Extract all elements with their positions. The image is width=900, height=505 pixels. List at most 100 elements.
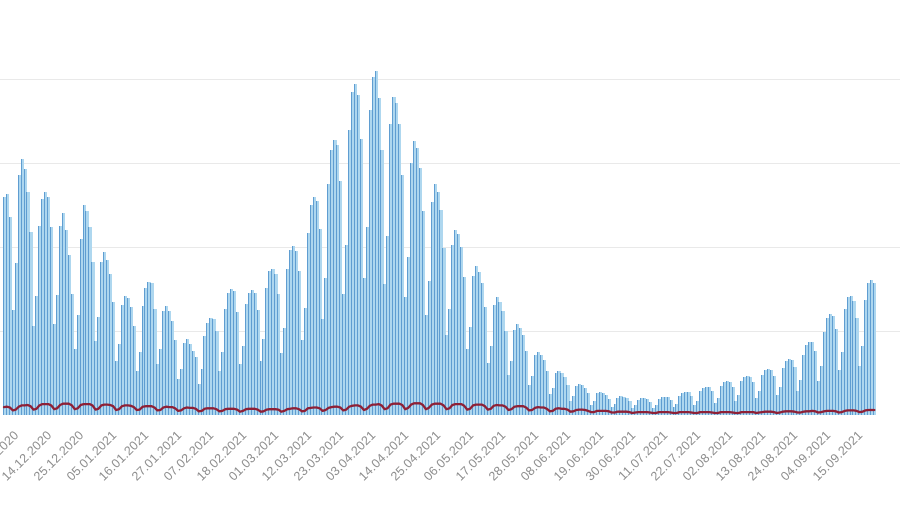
daily-cases-bar bbox=[35, 296, 39, 415]
daily-cases-bar bbox=[533, 354, 538, 415]
daily-cases-bar bbox=[126, 298, 131, 415]
gridline bbox=[0, 79, 900, 80]
daily-cases-bar bbox=[297, 271, 302, 415]
daily-cases-bar bbox=[38, 226, 42, 415]
daily-cases-bar bbox=[466, 348, 470, 415]
daily-cases-bar bbox=[808, 341, 812, 415]
daily-cases-bar bbox=[268, 271, 272, 415]
daily-cases-bar bbox=[601, 392, 605, 415]
daily-cases-bar bbox=[651, 408, 656, 415]
daily-cases-bar bbox=[607, 398, 611, 415]
daily-cases-bar bbox=[734, 400, 738, 415]
daily-cases-bar bbox=[50, 226, 54, 415]
daily-cases-bar bbox=[799, 380, 803, 415]
daily-cases-bar bbox=[752, 382, 756, 415]
daily-cases-bar bbox=[457, 234, 461, 415]
daily-cases-bar bbox=[725, 381, 729, 415]
daily-cases-bar bbox=[722, 382, 726, 415]
daily-cases-bar bbox=[132, 325, 136, 415]
daily-cases-bar bbox=[707, 387, 712, 415]
daily-cases-bar bbox=[221, 352, 225, 415]
daily-cases-bar bbox=[55, 294, 60, 415]
daily-cases-bar bbox=[669, 399, 673, 415]
daily-cases-bar bbox=[654, 405, 659, 415]
daily-cases-bar bbox=[468, 326, 473, 415]
daily-cases-bar bbox=[675, 403, 679, 415]
daily-cases-bar bbox=[640, 398, 644, 415]
daily-cases-bar bbox=[321, 318, 325, 415]
daily-cases-bar bbox=[589, 404, 594, 415]
daily-cases-bar bbox=[262, 338, 266, 415]
daily-cases-bar bbox=[463, 277, 467, 415]
daily-cases-bar bbox=[525, 351, 529, 415]
daily-cases-bar bbox=[144, 288, 148, 415]
daily-cases-bar bbox=[831, 315, 836, 415]
daily-cases-bar bbox=[232, 291, 237, 415]
daily-cases-bar bbox=[775, 394, 780, 415]
daily-cases-bar bbox=[176, 379, 181, 415]
daily-cases-bar bbox=[613, 404, 617, 415]
daily-cases-bar bbox=[41, 198, 45, 415]
daily-cases-bar bbox=[11, 310, 15, 415]
daily-cases-bar bbox=[772, 375, 777, 415]
daily-cases-bar bbox=[527, 384, 532, 415]
daily-cases-bar bbox=[763, 369, 768, 415]
daily-cases-bar bbox=[348, 130, 352, 415]
daily-cases-bar bbox=[731, 387, 735, 415]
daily-cases-bar bbox=[117, 344, 122, 415]
daily-cases-bar bbox=[837, 370, 841, 415]
daily-cases-bar bbox=[150, 283, 154, 415]
daily-cases-bar bbox=[542, 360, 546, 415]
daily-cases-bar bbox=[811, 342, 815, 415]
daily-cases-bar bbox=[817, 381, 821, 415]
daily-cases-bar bbox=[415, 147, 420, 415]
daily-cases-bar bbox=[182, 343, 187, 415]
deaths-line bbox=[2, 402, 876, 415]
daily-cases-bar bbox=[277, 294, 281, 415]
daily-cases-bar bbox=[58, 226, 63, 415]
daily-cases-bar bbox=[100, 261, 104, 415]
daily-cases-bar bbox=[259, 360, 263, 415]
daily-cases-bar bbox=[209, 318, 213, 415]
daily-cases-bar bbox=[215, 331, 219, 415]
daily-cases-bar bbox=[409, 162, 414, 415]
daily-cases-bar bbox=[471, 275, 476, 415]
daily-cases-bar bbox=[492, 305, 496, 415]
daily-cases-bar bbox=[2, 196, 7, 415]
daily-cases-bar bbox=[690, 395, 694, 415]
daily-cases-bar bbox=[191, 351, 195, 415]
daily-cases-bar bbox=[339, 180, 343, 415]
daily-cases-bar bbox=[380, 150, 384, 415]
daily-cases-bar bbox=[368, 109, 372, 415]
daily-cases-bar bbox=[645, 399, 650, 415]
daily-cases-bar bbox=[713, 402, 718, 415]
daily-cases-bar bbox=[129, 306, 133, 415]
daily-cases-bar bbox=[23, 169, 27, 415]
daily-cases-bar bbox=[138, 351, 142, 415]
daily-cases-bar bbox=[572, 396, 576, 415]
daily-cases-bar bbox=[73, 348, 77, 415]
daily-cases-bar bbox=[870, 279, 874, 415]
daily-cases-bar bbox=[448, 308, 452, 415]
daily-cases-bar bbox=[604, 394, 608, 415]
daily-cases-bar bbox=[743, 376, 747, 415]
daily-cases-bar bbox=[858, 366, 862, 415]
daily-cases-bar bbox=[551, 388, 555, 415]
daily-cases-bar bbox=[67, 255, 72, 415]
daily-cases-bar bbox=[235, 312, 240, 415]
daily-cases-bar bbox=[746, 375, 750, 415]
daily-cases-bar bbox=[168, 310, 172, 415]
daily-cases-bar bbox=[365, 227, 369, 415]
daily-cases-bar bbox=[283, 328, 287, 415]
daily-cases-bar bbox=[106, 259, 110, 415]
daily-cases-bar bbox=[557, 370, 561, 415]
daily-cases-bar bbox=[212, 319, 216, 415]
daily-cases-bar bbox=[519, 327, 523, 415]
x-axis: 03.12.2020 14.12.2020 25.12.2020 05.01.2021… bbox=[0, 415, 900, 505]
daily-cases-bar bbox=[256, 309, 260, 415]
daily-cases-bar bbox=[699, 391, 703, 415]
daily-cases-bar bbox=[619, 396, 623, 415]
daily-cases-bar bbox=[802, 355, 806, 415]
daily-cases-bar bbox=[486, 362, 490, 415]
daily-cases-bar bbox=[696, 400, 700, 415]
